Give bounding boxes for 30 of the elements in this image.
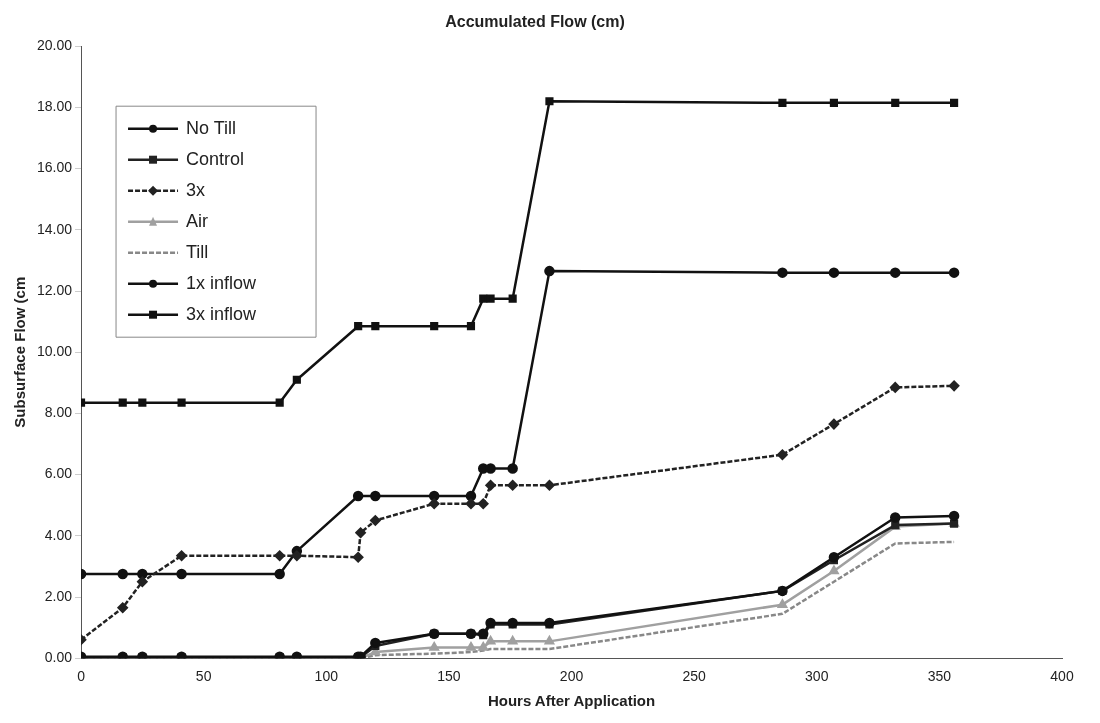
y-tick-label: 4.00 xyxy=(44,526,73,543)
legend-label: 3x inflow xyxy=(186,303,258,324)
x-tick-label: 0 xyxy=(77,668,86,685)
x-tick-label: 350 xyxy=(927,668,952,685)
legend-label: Till xyxy=(186,241,209,262)
y-tick-label: 20.00 xyxy=(36,37,73,54)
legend-label: 1x inflow xyxy=(186,272,258,293)
y-tick-label: 6.00 xyxy=(44,465,73,482)
x-tick-label: 150 xyxy=(437,668,461,685)
x-tick-label: 50 xyxy=(195,668,212,685)
x-tick-label: 100 xyxy=(314,668,339,685)
y-tick-label: 12.00 xyxy=(36,281,73,298)
x-tick-label: 200 xyxy=(559,668,584,685)
y-tick-label: 14.00 xyxy=(36,220,73,237)
legend-label: 3x xyxy=(186,179,206,200)
x-tick-label: 250 xyxy=(682,668,707,685)
y-tick-label: 8.00 xyxy=(44,404,73,421)
y-tick-label: 16.00 xyxy=(36,159,73,176)
x-axis-title: Hours After Application xyxy=(487,692,656,710)
y-tick-label: 18.00 xyxy=(36,98,73,115)
y-tick-label: 0.00 xyxy=(44,649,73,666)
x-tick-label: 300 xyxy=(805,668,829,685)
legend-label: No Till xyxy=(186,117,237,138)
y-tick-label: 10.00 xyxy=(36,343,73,360)
y-axis-title: Subsurface Flow (cm xyxy=(11,276,29,428)
x-tick-label: 400 xyxy=(1050,668,1074,685)
chart-title: Accumulated Flow (cm) xyxy=(445,13,625,31)
legend-label: Control xyxy=(186,148,245,169)
legend-label: Air xyxy=(186,210,209,231)
y-tick-label: 2.00 xyxy=(44,587,73,604)
